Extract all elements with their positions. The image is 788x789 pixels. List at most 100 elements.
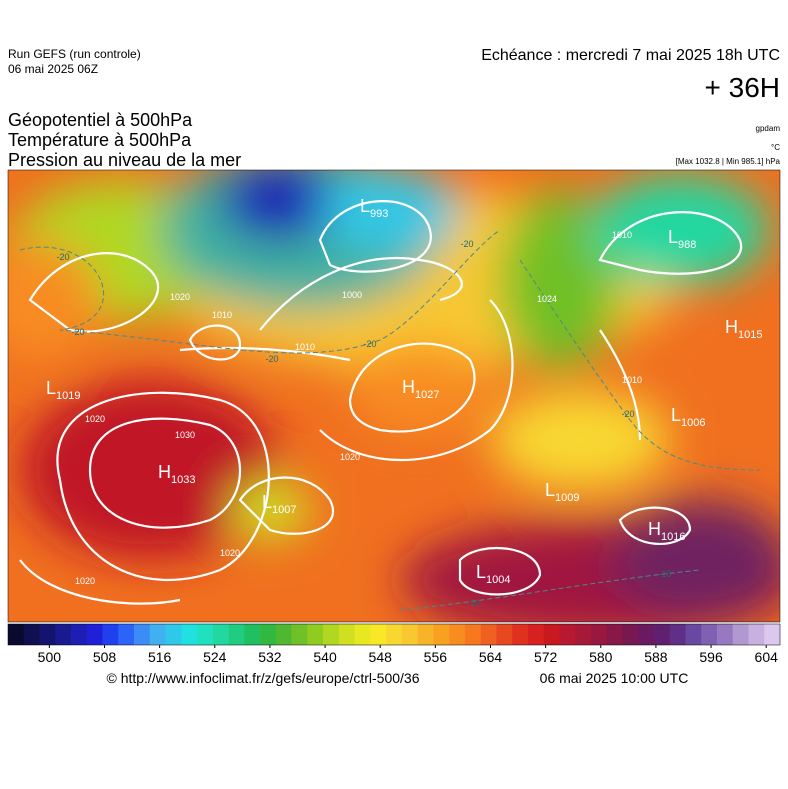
field: Pression au niveau de la mer bbox=[8, 150, 241, 170]
colorbar-swatch bbox=[165, 624, 182, 645]
map bbox=[8, 170, 780, 622]
colorbar-swatch bbox=[39, 624, 56, 645]
center-pressure: 1019 bbox=[56, 390, 80, 402]
colorbar-swatch bbox=[575, 624, 592, 645]
isobar-label: 1020 bbox=[85, 414, 105, 424]
colorbar-swatch bbox=[464, 624, 481, 645]
colorbar-swatch bbox=[559, 624, 576, 645]
pressure-center: L988 bbox=[668, 227, 696, 251]
center-pressure: 993 bbox=[370, 208, 388, 220]
center-kind: L bbox=[262, 492, 272, 512]
pressure-center: L993 bbox=[360, 196, 388, 220]
center-kind: L bbox=[671, 405, 681, 425]
colorbar-swatch bbox=[638, 624, 655, 645]
run: Run GEFS (run controle) bbox=[8, 47, 141, 61]
colorbar-swatch bbox=[23, 624, 40, 645]
center-kind: L bbox=[476, 562, 486, 582]
colorbar-swatch bbox=[102, 624, 119, 645]
colorbar-swatch bbox=[244, 624, 261, 645]
isobar-label: 1024 bbox=[537, 294, 557, 304]
temperature-label: -20 bbox=[56, 252, 69, 262]
colorbar-swatch bbox=[401, 624, 418, 645]
field: Température à 500hPa bbox=[8, 130, 192, 150]
temperature-label: -20 bbox=[460, 239, 473, 249]
colorbar-tick-label: 548 bbox=[369, 649, 393, 665]
pressure-center: H1015 bbox=[725, 317, 762, 341]
colorbar-swatch bbox=[417, 624, 434, 645]
isobar-label: 1010 bbox=[622, 375, 642, 385]
colorbar-tick-label: 516 bbox=[148, 649, 172, 665]
unit: [Max 1032.8 | Min 985.1] hPa bbox=[676, 157, 781, 166]
isobar-label: 1020 bbox=[75, 576, 95, 586]
map-frame bbox=[7, 169, 781, 623]
unit: gpdam bbox=[756, 124, 781, 133]
colorbar-swatch bbox=[685, 624, 702, 645]
colorbar-tick-label: 508 bbox=[93, 649, 117, 665]
colorbar-swatch bbox=[512, 624, 529, 645]
center-pressure: 1004 bbox=[486, 574, 510, 586]
colorbar-swatch bbox=[370, 624, 387, 645]
colorbar-tick-label: 556 bbox=[424, 649, 448, 665]
colorbar-tick-label: 524 bbox=[203, 649, 227, 665]
colorbar-swatch bbox=[307, 624, 324, 645]
colorbar-swatch bbox=[386, 624, 403, 645]
colorbar-tick-label: 572 bbox=[534, 649, 558, 665]
colorbar-swatch bbox=[149, 624, 166, 645]
temperature-label: -20 bbox=[71, 327, 84, 337]
pressure-center: L1007 bbox=[262, 492, 297, 516]
temperature-label: -20 bbox=[363, 339, 376, 349]
lead-time: + 36H bbox=[705, 72, 781, 103]
center-pressure: 1016 bbox=[661, 531, 685, 543]
valid-time: Echéance : mercredi 7 mai 2025 18h UTC bbox=[481, 47, 780, 64]
field: Géopotentiel à 500hPa bbox=[8, 110, 193, 130]
colorbar-swatch bbox=[354, 624, 371, 645]
map-labels: H1033L1007H1027L993L988H1015L1006L1009H1… bbox=[46, 196, 762, 608]
pressure-center: L1009 bbox=[545, 480, 580, 504]
colorbar-tick-label: 580 bbox=[589, 649, 613, 665]
center-kind: L bbox=[545, 480, 555, 500]
colorbar-swatch bbox=[716, 624, 734, 645]
colorbar-swatch bbox=[8, 624, 25, 645]
colorbar-swatch bbox=[291, 624, 308, 645]
colorbar-swatch bbox=[449, 624, 466, 645]
source: © http://www.infoclimat.fr/z/gefs/europe… bbox=[106, 670, 419, 686]
center-kind: L bbox=[668, 227, 678, 247]
colorbar-tick-label: 588 bbox=[644, 649, 668, 665]
colorbar-swatch bbox=[669, 624, 686, 645]
colorbar-swatch bbox=[590, 624, 607, 645]
colorbar-tick-label: 532 bbox=[258, 649, 282, 665]
colorbar-swatch bbox=[118, 624, 135, 645]
isobar-label: 1030 bbox=[175, 430, 195, 440]
colorbar-swatch bbox=[496, 624, 513, 645]
center-kind: L bbox=[360, 196, 370, 216]
center-pressure: 1006 bbox=[681, 417, 705, 429]
pressure-center: L1006 bbox=[671, 405, 706, 429]
temperature-label: -20 bbox=[621, 409, 634, 419]
colorbar-swatch bbox=[622, 624, 639, 645]
colorbar-swatch bbox=[134, 624, 151, 645]
colorbar-swatch bbox=[764, 624, 781, 645]
colorbar-tick-label: 596 bbox=[699, 649, 723, 665]
isobar-label: 1010 bbox=[295, 342, 315, 352]
isobar-label: 1010 bbox=[612, 230, 632, 240]
center-pressure: 1015 bbox=[738, 329, 762, 341]
colorbar-swatch bbox=[181, 624, 198, 645]
center-pressure: 988 bbox=[678, 239, 696, 251]
center-pressure: 1027 bbox=[415, 389, 439, 401]
colorbar-tick-label: 540 bbox=[313, 649, 337, 665]
colorbar-swatch bbox=[212, 624, 229, 645]
colorbar-swatch bbox=[527, 624, 544, 645]
colorbar-swatch bbox=[323, 624, 340, 645]
colorbar-swatch bbox=[748, 624, 765, 645]
generated: 06 mai 2025 10:00 UTC bbox=[540, 670, 689, 686]
run-date: 06 mai 2025 06Z bbox=[8, 62, 98, 76]
colorbar-swatch bbox=[260, 624, 277, 645]
colorbar-swatch bbox=[480, 624, 497, 645]
center-kind: H bbox=[648, 519, 661, 539]
isobar-label: 1000 bbox=[342, 290, 362, 300]
colorbar-swatch bbox=[228, 624, 245, 645]
pressure-center: H1033 bbox=[158, 462, 195, 486]
temperature-label: -10 bbox=[658, 569, 671, 579]
isobar-label: 1020 bbox=[170, 292, 190, 302]
